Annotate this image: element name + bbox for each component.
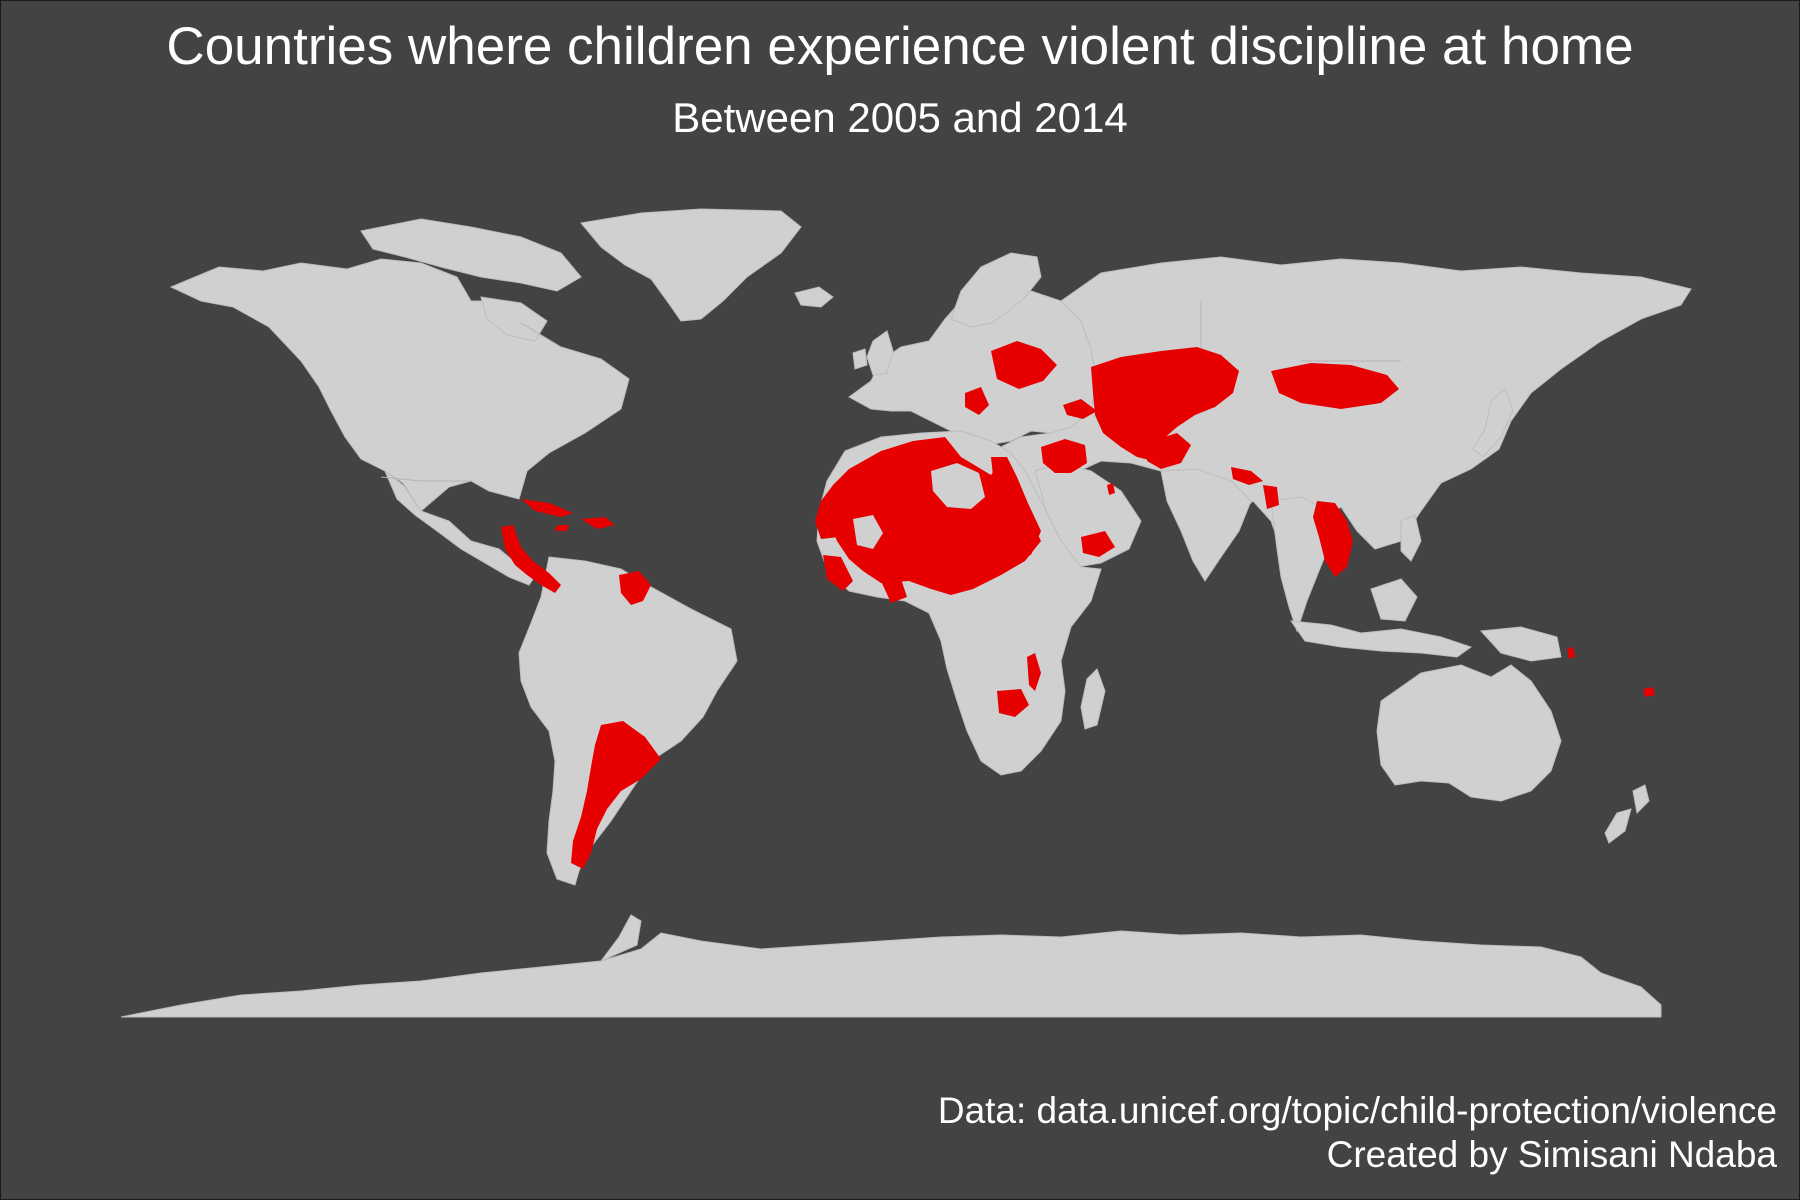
country-north-africa	[821, 437, 1041, 595]
land-ireland	[852, 348, 868, 370]
country-zimbabwe	[997, 689, 1029, 717]
country-ukraine	[991, 341, 1057, 389]
land-new-zealand-south	[1604, 808, 1632, 844]
country-indochina	[1313, 501, 1353, 577]
land-new-guinea	[1479, 626, 1562, 662]
land-japan	[1472, 388, 1514, 458]
country-vanuatu	[1567, 647, 1575, 659]
country-qatar	[1107, 483, 1115, 495]
country-balkans	[965, 387, 989, 415]
land-north-america	[169, 258, 630, 512]
country-hispaniola	[581, 517, 615, 529]
country-bangladesh	[1263, 485, 1279, 509]
land-new-zealand	[1632, 784, 1650, 815]
land-iceland	[794, 286, 834, 308]
country-suriname	[619, 571, 651, 605]
country-kazakhstan	[1091, 347, 1239, 461]
land-layer	[120, 208, 1692, 1018]
country-western-sahara	[815, 489, 853, 539]
country-west-africa-coast	[823, 555, 853, 591]
country-jamaica	[555, 525, 569, 531]
land-indonesia	[1289, 620, 1473, 658]
source-caption: Data: data.unicef.org/topic/child-protec…	[937, 1090, 1777, 1131]
land-antarctica	[120, 930, 1662, 1018]
land-arctic-islands-2	[480, 296, 548, 342]
country-mali-gap	[853, 515, 883, 549]
country-egypt-sudan	[991, 457, 1041, 555]
map-title: Countries where children experience viol…	[166, 17, 1634, 76]
country-malawi	[1027, 653, 1041, 691]
country-nepal	[1231, 467, 1263, 485]
country-ghana-togo	[881, 579, 907, 603]
land-borneo	[1370, 578, 1418, 622]
land-arctic-islands	[360, 218, 582, 292]
land-antarctic-peninsula	[599, 914, 642, 963]
land-greenland	[580, 208, 802, 322]
map-subtitle: Between 2005 and 2014	[672, 94, 1128, 141]
land-australia	[1376, 664, 1562, 802]
country-levant-iraq	[1041, 439, 1087, 473]
country-argentina	[571, 721, 661, 869]
highlight-layer	[501, 341, 1655, 869]
land-madagascar	[1080, 668, 1106, 730]
country-central-america	[501, 525, 561, 593]
land-uk	[866, 330, 894, 376]
country-caucasus	[1063, 399, 1097, 419]
country-mongolia	[1271, 363, 1399, 409]
country-yemen	[1081, 531, 1115, 557]
author-caption: Created by Simisani Ndaba	[1326, 1134, 1777, 1175]
country-libya	[931, 463, 985, 509]
country-afghanistan	[1147, 433, 1191, 469]
land-scandinavia	[950, 252, 1042, 328]
land-philippines	[1400, 514, 1422, 562]
country-cuba	[521, 499, 573, 517]
cutout-layer	[853, 463, 985, 549]
country-fiji	[1643, 687, 1655, 697]
land-south-america	[518, 556, 738, 886]
land-india	[1160, 468, 1252, 582]
